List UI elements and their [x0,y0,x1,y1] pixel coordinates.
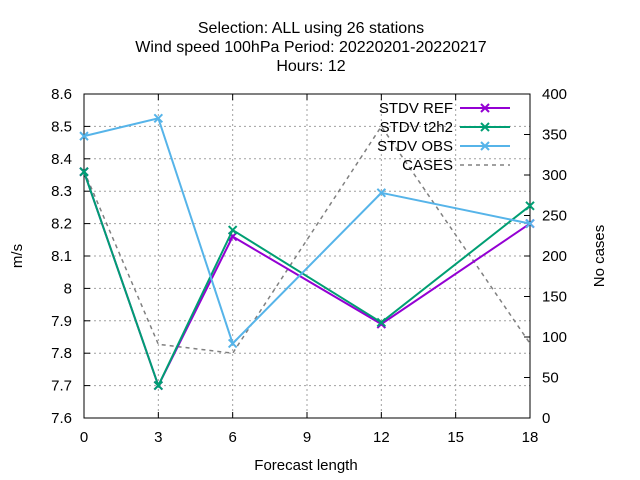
y2-tick-label: 250 [542,208,567,225]
y2-tick-label: 350 [542,127,567,144]
data-point-stdv-obs [153,113,164,124]
title-line-3: Hours: 12 [276,58,345,75]
data-point-stdv-obs [79,131,89,141]
legend-marker-stdv-obs [480,141,490,151]
legend: STDV REF STDV t2h2 STDV OBS CASES [377,100,510,174]
x-axis-label: Forecast length [254,457,357,474]
data-point-stdv-t2h2 [525,201,535,211]
title-line-1: Selection: ALL using 26 stations [198,20,424,37]
legend-label-stdv-obs: STDV OBS [377,138,453,155]
y2-tick-label: 50 [542,370,559,387]
data-point-stdv-obs [525,218,535,229]
chart-title: Selection: ALL using 26 stations Wind sp… [135,20,486,75]
y2-tick-label: 100 [542,329,567,346]
data-point-stdv-obs [227,338,238,349]
x-tick-label: 3 [154,429,162,446]
legend-marker-stdv-t2h2 [480,122,490,132]
legend-marker-stdv-ref [480,103,490,113]
x-tick-label: 12 [373,429,390,446]
data-point-stdv-t2h2 [376,317,387,328]
y-tick-label: 8.2 [51,216,72,233]
x-tick-label: 9 [303,429,311,446]
axis-ticks: 0 3 6 9 12 15 18 7.6 7.7 7.8 7.9 8 8.1 8.2 8.3 8.4 8.5 8.… [51,86,567,446]
data-point-stdv-t2h2 [227,225,238,235]
y2-tick-label: 300 [542,167,567,184]
y-tick-label: 8.6 [51,86,72,103]
x-tick-label: 18 [522,429,539,446]
y2-tick-label: 200 [542,248,567,265]
y-tick-label: 8.3 [51,183,72,200]
y2-tick-label: 0 [542,410,550,427]
legend-label-cases: CASES [402,157,453,174]
y-axis-label: m/s [9,244,26,268]
x-tick-label: 0 [80,429,88,446]
y-tick-label: 8.4 [51,151,72,168]
y-tick-label: 7.7 [51,378,72,395]
series-layer [79,113,535,391]
legend-label-stdv-ref: STDV REF [379,100,453,117]
y-tick-label: 8 [64,280,72,297]
y-tick-label: 8.1 [51,248,72,265]
data-point-stdv-t2h2 [153,380,164,391]
grid-lines [84,94,530,418]
y-tick-label: 7.8 [51,345,72,362]
y2-tick-label: 400 [542,86,567,103]
x-tick-label: 15 [447,429,464,446]
y-tick-label: 7.9 [51,313,72,330]
data-point-stdv-t2h2 [79,167,89,177]
y2-axis-label: No cases [591,225,608,288]
y-tick-label: 7.6 [51,410,72,427]
x-tick-label: 6 [228,429,236,446]
y2-tick-label: 150 [542,289,567,306]
legend-label-stdv-t2h2: STDV t2h2 [380,119,453,136]
y-tick-label: 8.5 [51,118,72,135]
title-line-2: Wind speed 100hPa Period: 20220201-20220… [135,39,486,56]
data-point-stdv-obs [376,188,387,198]
